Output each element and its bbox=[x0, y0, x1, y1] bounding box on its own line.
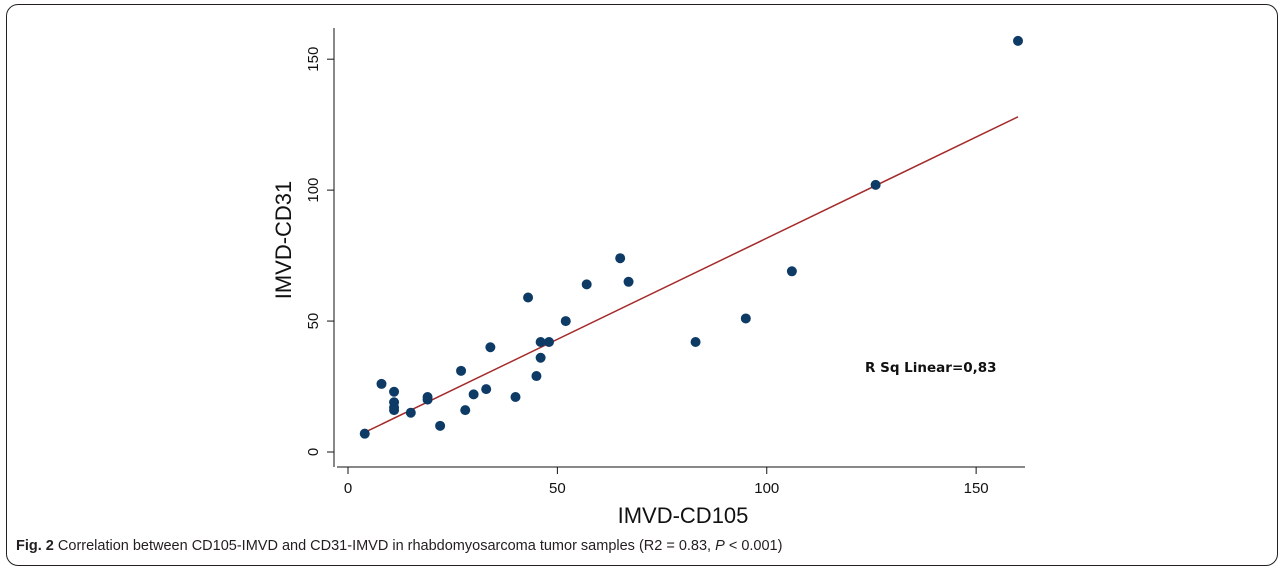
data-point bbox=[870, 179, 881, 190]
caption-text: Correlation between CD105-IMVD and CD31-… bbox=[57, 538, 716, 554]
y-tick-label: 100 bbox=[305, 178, 322, 203]
data-point bbox=[460, 405, 471, 416]
data-point bbox=[690, 337, 701, 348]
data-point bbox=[581, 279, 592, 290]
data-point bbox=[359, 428, 370, 439]
data-point bbox=[485, 342, 496, 353]
figure-caption: Fig. 2 Correlation between CD105-IMVD an… bbox=[16, 538, 782, 554]
data-points bbox=[359, 35, 1023, 439]
x-tick-label: 0 bbox=[344, 480, 352, 497]
data-point bbox=[456, 365, 467, 376]
data-point bbox=[510, 392, 521, 403]
y-tick-label: 50 bbox=[305, 313, 322, 330]
fit-line bbox=[364, 116, 1019, 434]
data-point bbox=[376, 378, 387, 389]
x-tick-label: 150 bbox=[964, 480, 989, 497]
data-point bbox=[544, 337, 554, 348]
x-axis-ticks: 0 50 100 150 bbox=[344, 467, 989, 497]
data-point bbox=[468, 389, 479, 400]
data-point bbox=[535, 337, 546, 348]
caption-p-letter: P bbox=[715, 538, 725, 554]
y-axis-title: IMVD-CD31 bbox=[271, 181, 296, 300]
data-point bbox=[1013, 35, 1023, 46]
scatter-chart: 0 50 100 150 0 50 100 150 IMVD-CD105 IMVD-CD31… bbox=[271, 28, 1025, 528]
data-point bbox=[435, 420, 446, 431]
r-squared-annotation: R Sq Linear=0,83 bbox=[865, 360, 997, 376]
data-point bbox=[560, 316, 571, 327]
data-point bbox=[623, 276, 634, 287]
caption-text-end: < 0.001) bbox=[724, 538, 783, 554]
data-point bbox=[389, 405, 400, 416]
data-point bbox=[389, 386, 400, 397]
data-point bbox=[615, 253, 626, 264]
data-point bbox=[531, 371, 542, 382]
data-point bbox=[535, 352, 546, 363]
y-tick-label: 0 bbox=[305, 448, 322, 456]
data-point bbox=[786, 266, 797, 277]
x-axis-title: IMVD-CD105 bbox=[618, 503, 749, 528]
axes bbox=[333, 28, 1025, 468]
data-point bbox=[422, 392, 433, 403]
figure-frame bbox=[6, 4, 1278, 566]
figure-label: Fig. 2 bbox=[16, 538, 54, 554]
data-point bbox=[740, 313, 751, 324]
data-point bbox=[481, 384, 492, 395]
y-tick-label: 150 bbox=[305, 47, 322, 72]
x-tick-label: 50 bbox=[549, 480, 566, 497]
data-point bbox=[405, 407, 416, 418]
data-point bbox=[523, 292, 534, 303]
x-tick-label: 100 bbox=[754, 480, 779, 497]
y-axis-ticks: 0 50 100 150 bbox=[305, 47, 334, 456]
